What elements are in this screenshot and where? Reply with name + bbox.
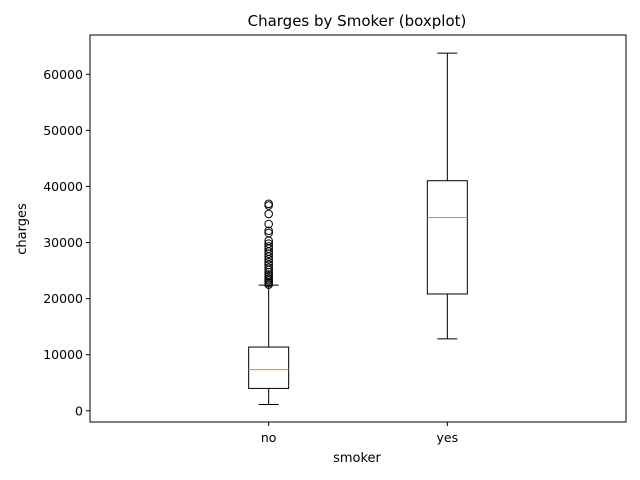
- y-tick-label: 60000: [43, 67, 83, 82]
- y-tick-label: 20000: [43, 291, 83, 306]
- outlier-point: [264, 270, 273, 279]
- box-no: [248, 199, 290, 405]
- outlier-point: [264, 199, 273, 209]
- box-yes: [426, 52, 468, 340]
- boxes-layer: [248, 52, 468, 405]
- y-tick-label: 0: [75, 403, 83, 418]
- chart-title: Charges by Smoker (boxplot): [248, 12, 467, 30]
- outlier-point: [264, 263, 273, 273]
- outlier-point: [264, 226, 273, 236]
- plot-area-frame: [89, 34, 627, 423]
- outlier-point: [264, 260, 273, 270]
- y-tick-label: 50000: [43, 123, 83, 138]
- y-tick-label: 30000: [43, 235, 83, 250]
- outlier-point: [264, 201, 273, 210]
- y-tick-label: 40000: [43, 179, 83, 194]
- outlier-point: [264, 274, 273, 283]
- iqr-box: [426, 180, 468, 295]
- y-axis-title: charges: [15, 203, 30, 255]
- x-tick-label: no: [261, 430, 277, 445]
- outlier-point: [264, 257, 273, 267]
- x-axis-title: smoker: [333, 451, 381, 466]
- outlier-point: [264, 239, 273, 248]
- outlier-point: [264, 242, 273, 251]
- x-axis: no yes: [261, 422, 458, 445]
- x-tick-label: yes: [437, 430, 459, 445]
- outlier-point: [264, 219, 273, 229]
- outlier-point: [264, 209, 273, 219]
- iqr-box: [248, 346, 290, 389]
- y-axis: 0 10000 20000 30000 40000 50000 60000: [43, 67, 90, 418]
- outlier-point: [264, 228, 273, 238]
- y-tick-label: 10000: [43, 347, 83, 362]
